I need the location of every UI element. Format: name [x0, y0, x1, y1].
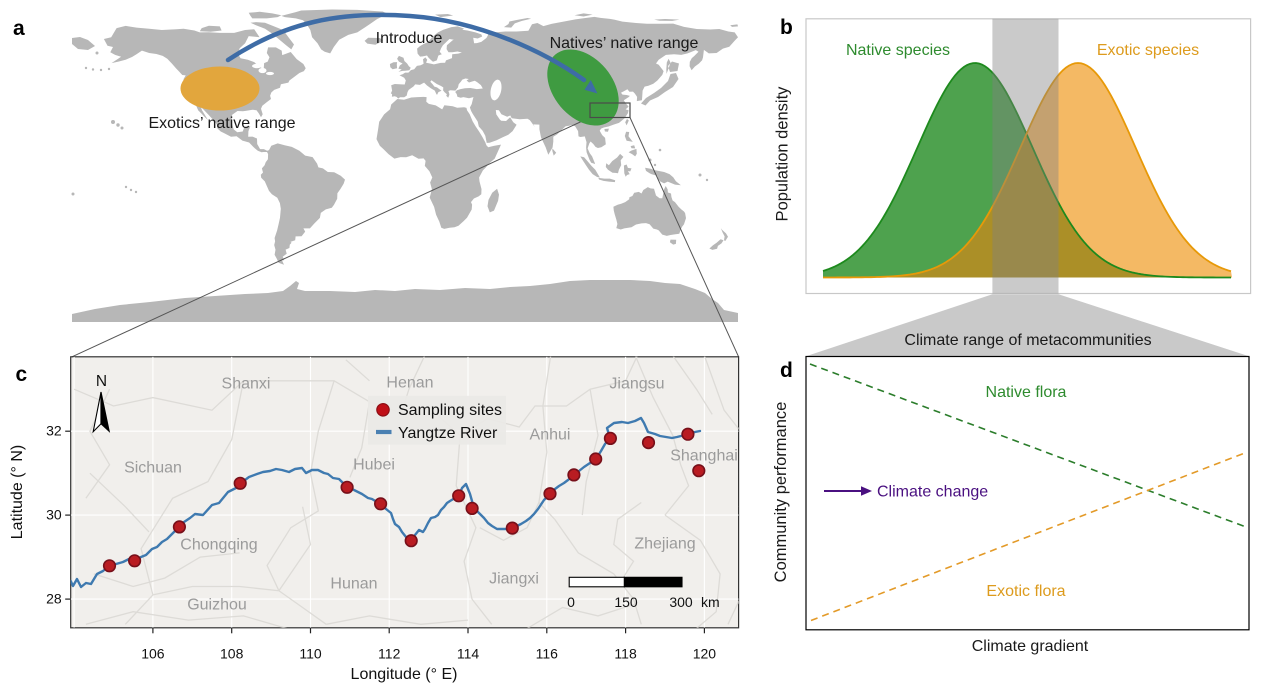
svg-text:Natives’ native range: Natives’ native range	[550, 35, 699, 52]
svg-text:Introduce: Introduce	[376, 30, 443, 47]
svg-text:Climate change: Climate change	[877, 484, 988, 501]
svg-text:Population density: Population density	[774, 86, 792, 222]
svg-text:d: d	[780, 359, 793, 382]
svg-text:0: 0	[567, 594, 575, 610]
svg-text:Anhui: Anhui	[530, 427, 571, 444]
svg-text:km: km	[701, 594, 720, 610]
svg-text:a: a	[13, 17, 25, 40]
svg-text:Longitude (° E): Longitude (° E)	[351, 666, 458, 683]
svg-text:28: 28	[46, 591, 62, 607]
svg-text:Exotic species: Exotic species	[1097, 42, 1199, 59]
svg-text:118: 118	[614, 645, 637, 661]
svg-text:Yangtze River: Yangtze River	[398, 425, 498, 442]
svg-text:b: b	[780, 16, 793, 39]
svg-text:116: 116	[536, 645, 559, 661]
svg-text:Shanghai: Shanghai	[670, 448, 738, 465]
svg-text:Hunan: Hunan	[330, 576, 377, 593]
svg-text:Guizhou: Guizhou	[187, 597, 247, 614]
svg-text:Sichuan: Sichuan	[124, 460, 182, 477]
svg-text:Sampling sites: Sampling sites	[398, 402, 502, 419]
svg-text:114: 114	[457, 645, 480, 661]
svg-text:N: N	[96, 373, 107, 390]
svg-text:Shanxi: Shanxi	[222, 376, 271, 393]
svg-text:Native species: Native species	[846, 42, 950, 59]
svg-text:106: 106	[141, 645, 165, 661]
svg-text:120: 120	[693, 645, 717, 661]
svg-text:30: 30	[46, 507, 62, 523]
svg-text:Native flora: Native flora	[986, 384, 1067, 401]
svg-text:c: c	[16, 363, 28, 386]
svg-text:Community performance: Community performance	[772, 402, 790, 583]
svg-text:Jiangsu: Jiangsu	[609, 376, 664, 393]
svg-text:Jiangxi: Jiangxi	[489, 571, 539, 588]
svg-text:Climate gradient: Climate gradient	[972, 638, 1089, 655]
svg-text:Zhejiang: Zhejiang	[634, 536, 695, 553]
svg-text:108: 108	[220, 645, 244, 661]
svg-text:300: 300	[669, 594, 693, 610]
svg-text:110: 110	[299, 645, 322, 661]
svg-text:Climate range of metacommuniti: Climate range of metacommunities	[904, 332, 1151, 349]
svg-text:150: 150	[614, 594, 638, 610]
svg-text:Chongqing: Chongqing	[180, 537, 257, 554]
svg-text:Latitude (° N): Latitude (° N)	[9, 445, 26, 539]
svg-text:32: 32	[46, 423, 62, 439]
svg-text:112: 112	[378, 645, 401, 661]
svg-text:Henan: Henan	[386, 375, 433, 392]
svg-text:Exotics’ native range: Exotics’ native range	[148, 115, 295, 132]
svg-text:Exotic flora: Exotic flora	[986, 583, 1065, 600]
svg-text:Hubei: Hubei	[353, 457, 395, 474]
